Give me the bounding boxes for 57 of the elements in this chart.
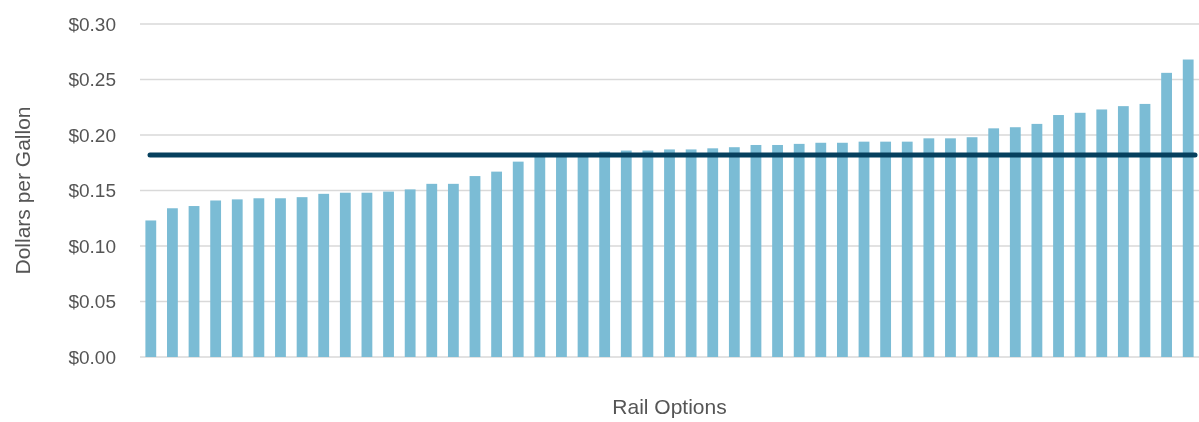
bar xyxy=(577,154,589,357)
bar xyxy=(620,150,632,357)
bar xyxy=(988,128,1000,357)
bar xyxy=(556,154,567,357)
bar xyxy=(426,183,438,357)
bar xyxy=(275,198,286,357)
y-tick-label: $0.30 xyxy=(68,13,116,35)
bar xyxy=(167,208,178,357)
bar xyxy=(858,141,870,357)
bar xyxy=(837,142,848,357)
bar xyxy=(1096,109,1108,357)
bar xyxy=(383,191,394,357)
bar xyxy=(447,183,459,357)
y-axis-title: Dollars per Gallon xyxy=(11,106,34,275)
bar xyxy=(642,150,654,357)
bar xyxy=(404,189,416,357)
bar xyxy=(793,143,805,357)
bar xyxy=(1074,112,1086,357)
bar xyxy=(707,148,719,357)
y-tick-label: $0.10 xyxy=(68,235,116,257)
bar xyxy=(880,141,892,357)
bar xyxy=(339,192,351,357)
bar xyxy=(512,161,524,357)
bar xyxy=(491,171,503,357)
bar xyxy=(253,198,265,357)
bar xyxy=(966,137,978,357)
bar xyxy=(210,200,222,357)
y-tick-label: $0.25 xyxy=(68,69,116,91)
bar xyxy=(1139,103,1151,357)
bar xyxy=(772,144,783,357)
bar xyxy=(296,197,308,357)
bar xyxy=(318,193,330,357)
bar xyxy=(750,144,762,357)
bar xyxy=(1053,115,1064,357)
bar xyxy=(188,206,200,357)
y-tick-label: $0.20 xyxy=(68,124,116,146)
bar xyxy=(469,176,481,357)
bar xyxy=(685,149,697,357)
bar xyxy=(1117,106,1129,357)
x-axis-title: Rail Options xyxy=(612,395,727,418)
bar xyxy=(664,149,675,357)
bar xyxy=(923,138,935,357)
bar xyxy=(1182,59,1194,357)
bar xyxy=(815,142,827,357)
y-tick-label: $0.05 xyxy=(68,291,116,313)
bar xyxy=(901,141,913,357)
y-tick-label: $0.15 xyxy=(68,180,116,202)
bar xyxy=(1009,127,1021,357)
bar xyxy=(361,192,373,357)
bar xyxy=(728,147,740,357)
y-tick-label: $0.00 xyxy=(68,346,116,368)
bar xyxy=(1161,72,1172,357)
bar xyxy=(231,199,243,357)
bar xyxy=(534,156,546,357)
bar xyxy=(945,138,956,357)
bar xyxy=(1031,123,1043,357)
bar xyxy=(145,220,157,357)
